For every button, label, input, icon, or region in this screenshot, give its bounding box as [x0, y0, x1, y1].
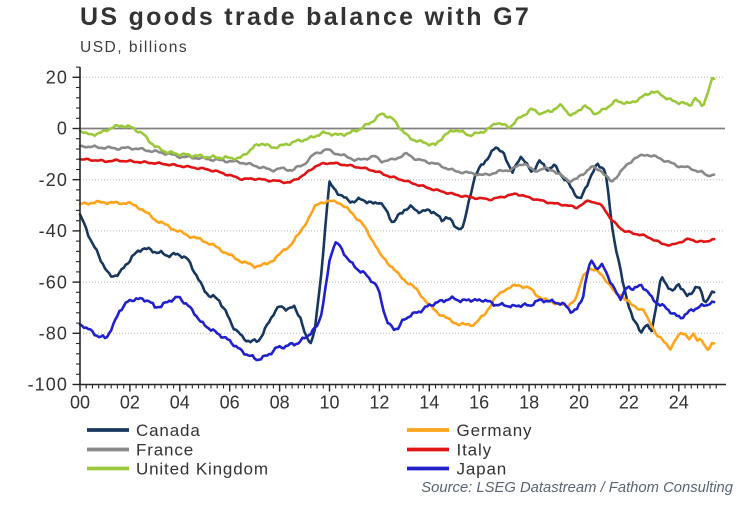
svg-text:Italy: Italy — [457, 441, 492, 460]
svg-text:France: France — [136, 441, 194, 460]
svg-text:-40: -40 — [39, 221, 68, 241]
svg-text:06: 06 — [220, 393, 240, 413]
svg-text:20: 20 — [569, 393, 589, 413]
svg-text:United Kingdom: United Kingdom — [136, 460, 269, 479]
svg-text:12: 12 — [369, 393, 389, 413]
svg-text:Source: LSEG Datastream / Fath: Source: LSEG Datastream / Fathom Consult… — [421, 480, 733, 496]
svg-text:-80: -80 — [39, 324, 68, 344]
svg-text:Germany: Germany — [457, 421, 533, 440]
svg-text:02: 02 — [120, 393, 140, 413]
svg-text:Japan: Japan — [457, 460, 508, 479]
svg-text:16: 16 — [469, 393, 489, 413]
svg-text:Canada: Canada — [136, 421, 201, 440]
svg-text:22: 22 — [619, 393, 639, 413]
svg-text:18: 18 — [519, 393, 539, 413]
svg-text:-100: -100 — [28, 375, 68, 395]
svg-text:-60: -60 — [39, 272, 68, 292]
svg-text:10: 10 — [319, 393, 339, 413]
svg-text:USD, billions: USD, billions — [80, 39, 188, 56]
svg-text:14: 14 — [419, 393, 439, 413]
svg-text:00: 00 — [70, 393, 90, 413]
svg-text:0: 0 — [57, 119, 68, 139]
svg-text:20: 20 — [46, 68, 68, 88]
svg-text:US goods trade balance with G7: US goods trade balance with G7 — [80, 3, 531, 31]
svg-text:04: 04 — [170, 393, 190, 413]
svg-text:-20: -20 — [39, 170, 68, 190]
svg-text:24: 24 — [669, 393, 689, 413]
svg-text:08: 08 — [270, 393, 290, 413]
